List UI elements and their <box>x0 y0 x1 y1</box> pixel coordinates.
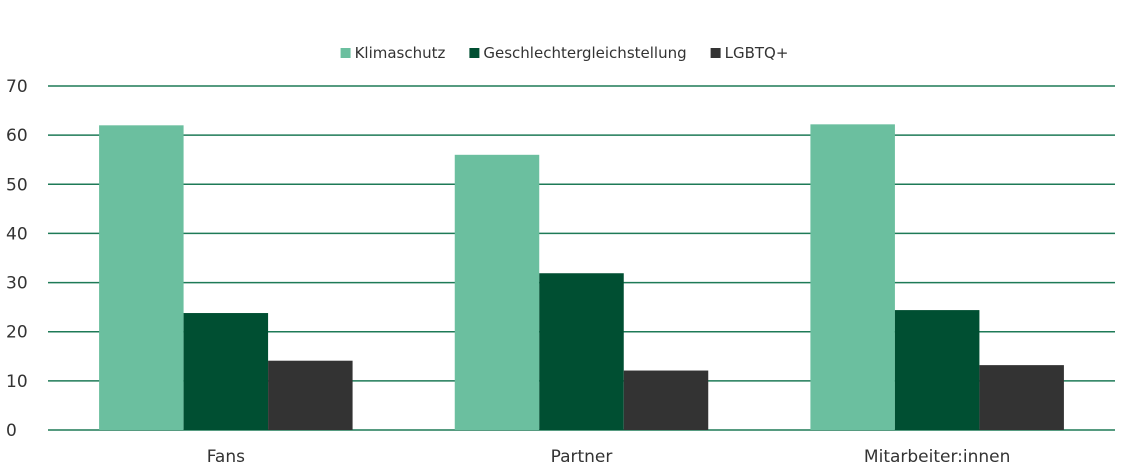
bar-geschlechtergleichstellung-partner <box>539 273 624 430</box>
y-axis: 0 10 20 30 40 50 60 70 <box>6 77 28 441</box>
legend-label: Klimaschutz <box>355 44 446 62</box>
x-category-label: Mitarbeiter:innen <box>864 447 1010 467</box>
bar-lgbtq--partner <box>623 370 709 430</box>
y-tick-label: 20 <box>6 323 28 343</box>
y-tick-label: 0 <box>6 421 17 441</box>
bars <box>99 124 1064 431</box>
legend-label: LGBTQ+ <box>725 44 789 62</box>
x-category-label: Partner <box>551 447 613 467</box>
y-tick-label: 70 <box>6 77 28 97</box>
legend: Klimaschutz Geschlechtergleichstellung LGB… <box>340 44 789 62</box>
y-tick-label: 30 <box>6 274 28 294</box>
y-tick-label: 10 <box>6 372 28 392</box>
bar-lgbtq--fans <box>268 360 353 430</box>
bar-geschlechtergleichstellung-mitarbeiter-innen <box>894 310 980 430</box>
y-tick-label: 60 <box>6 126 28 146</box>
bar-klimaschutz-mitarbeiter-innen <box>810 124 895 431</box>
x-axis: Fans Partner Mitarbeiter:innen <box>207 447 1011 467</box>
x-category-label: Fans <box>207 447 245 467</box>
bar-klimaschutz-fans <box>99 125 184 431</box>
legend-swatch <box>469 48 480 58</box>
legend-label: Geschlechtergleichstellung <box>483 44 686 62</box>
legend-swatch <box>710 48 721 58</box>
bar-geschlechtergleichstellung-fans <box>183 313 269 430</box>
legend-swatch <box>340 48 351 58</box>
y-tick-label: 50 <box>6 175 28 195</box>
bar-lgbtq--mitarbeiter-innen <box>979 365 1064 430</box>
y-tick-label: 40 <box>6 224 28 244</box>
bar-klimaschutz-partner <box>454 154 540 431</box>
